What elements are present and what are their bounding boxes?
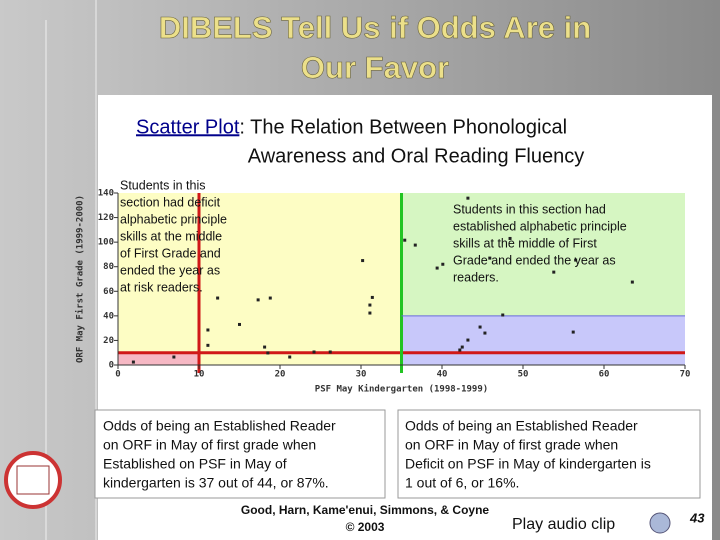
audio-label[interactable]: Play audio clip — [512, 516, 615, 533]
text-line: skills at the middle of First — [453, 236, 597, 250]
point — [288, 355, 292, 359]
x-tick-label: 20 — [275, 370, 286, 380]
text-line: Odds of being an Established Reader — [405, 418, 638, 434]
point — [361, 259, 365, 263]
point — [206, 328, 210, 332]
text-line: ended the year as — [120, 263, 220, 277]
region — [401, 193, 685, 316]
point — [328, 350, 332, 354]
text-line: readers. — [453, 270, 499, 284]
x-tick-label: 60 — [599, 370, 610, 380]
point — [238, 322, 241, 326]
text-line: kindergarten is 37 out of 44, or 87%. — [103, 475, 329, 491]
point — [131, 360, 135, 364]
point — [630, 280, 634, 284]
text-line: Established on PSF in May of — [103, 456, 287, 472]
point — [256, 298, 260, 302]
y-tick-label: 120 — [98, 213, 114, 223]
audio-icon[interactable] — [649, 512, 671, 534]
text-line: Our Favor — [301, 50, 449, 85]
text-line: Good, Harn, Kame'enui, Simmons, & Coyne — [241, 503, 490, 517]
point — [508, 236, 512, 240]
text-line: of First Grade and — [120, 246, 221, 260]
x-tick-label: 70 — [680, 370, 691, 380]
point — [460, 345, 464, 349]
text-line: skills at the middle — [120, 229, 222, 243]
y-tick-label: 80 — [103, 262, 114, 272]
page-number: 43 — [689, 510, 705, 525]
point — [552, 270, 556, 274]
chart-title: : The Relation Between Phonological — [239, 116, 567, 138]
y-tick-label: 20 — [103, 336, 114, 346]
text-line: 1 out of 6, or 16%. — [405, 475, 519, 491]
y-tick-label: 100 — [98, 238, 114, 248]
point — [216, 296, 220, 300]
y-tick-label: 60 — [103, 287, 114, 297]
point — [403, 238, 407, 242]
text-line: Odds of being an Established Reader — [103, 418, 336, 434]
y-tick-label: 0 — [109, 361, 114, 371]
point — [413, 243, 417, 247]
text-line: established alphabetic principle — [453, 219, 627, 233]
point — [206, 343, 210, 347]
x-tick-label: 0 — [115, 370, 120, 380]
y-tick-label: 40 — [103, 311, 114, 321]
point — [466, 338, 470, 342]
point — [488, 256, 492, 260]
x-tick-label: 10 — [194, 370, 205, 380]
point — [574, 258, 578, 262]
x-tick-label: 50 — [518, 370, 529, 380]
y-tick-label: 140 — [98, 189, 114, 199]
text-line: alphabetic principle — [120, 212, 227, 226]
point — [368, 303, 372, 307]
point — [368, 311, 372, 315]
text-line: DIBELS Tell Us if Odds Are in — [159, 10, 591, 45]
point — [268, 296, 272, 300]
point — [466, 196, 470, 200]
point — [478, 325, 482, 329]
point — [571, 330, 575, 334]
point — [435, 266, 439, 270]
y-axis-label: ORF May First Grade (1999-2000) — [75, 195, 86, 363]
text-line: Students in this section had — [453, 202, 606, 216]
text-line: © 2003 — [346, 520, 385, 534]
x-axis-label: PSF May Kindergarten (1998-1999) — [315, 384, 488, 395]
box — [94, 409, 386, 499]
region — [118, 193, 402, 365]
point — [483, 331, 487, 335]
point — [370, 295, 374, 299]
chart-title: Awareness and Oral Reading Fluency — [248, 145, 584, 167]
text-line: section had deficit — [120, 195, 221, 209]
box — [397, 409, 701, 499]
point — [501, 313, 505, 317]
region — [401, 315, 685, 365]
point — [263, 345, 267, 349]
text-line: at risk readers. — [120, 280, 203, 294]
region — [118, 352, 199, 365]
point — [172, 355, 176, 359]
point — [266, 351, 270, 355]
point — [312, 350, 316, 354]
link[interactable]: Scatter Plot — [136, 116, 240, 138]
logo — [4, 451, 62, 509]
x-tick-label: 30 — [356, 370, 367, 380]
x-tick-label: 40 — [437, 370, 448, 380]
point — [458, 348, 462, 352]
text-line: Students in this — [120, 178, 205, 192]
text-line: Deficit on PSF in May of kindergarten is — [405, 456, 651, 472]
text-line: on ORF in May of first grade when — [405, 437, 618, 453]
text-line: on ORF in May of first grade when — [103, 437, 316, 453]
text-line: Grade and ended the year as — [453, 253, 616, 267]
point — [441, 262, 445, 266]
